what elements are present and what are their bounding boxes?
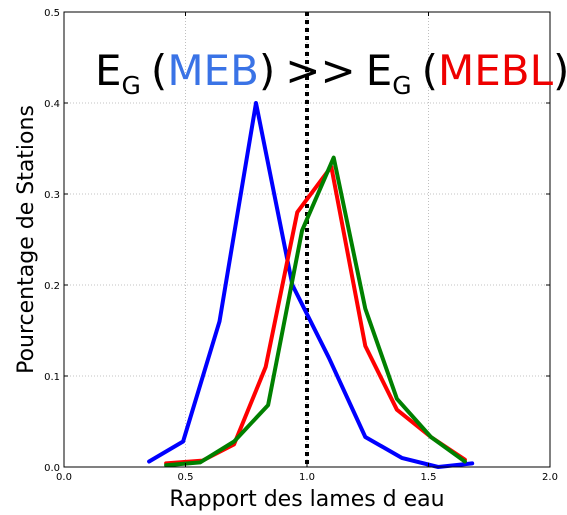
title-left-model: MEB [167,46,259,95]
title-operator: >> [285,46,355,95]
x-tick-label: 0.0 [56,472,72,483]
title-left-subscript: G [122,71,141,100]
tick-layer: 0.0 0.5 1.0 1.5 2.0 0.0 0.1 0.2 0.3 0.4 0.5 [44,8,558,483]
title-right-subscript: G [392,71,411,100]
title-right-symbol: E [366,46,393,95]
title-left-open-paren: ( [151,46,167,95]
y-tick-label: 0.2 [44,281,60,292]
chart-title: EG(MEB)>>EG(MEBL) [95,46,567,100]
title-left-symbol: E [95,46,122,95]
title-right-open-paren: ( [422,46,438,95]
x-tick-label: 1.5 [421,472,437,483]
y-tick-label: 0.3 [44,190,60,201]
y-axis-label: Pourcentage de Stations [14,105,39,374]
series-layer [147,101,475,469]
title-left-close-paren: ) [259,46,275,95]
y-tick-label: 0.1 [44,372,60,383]
y-tick-label: 0.0 [44,463,60,474]
y-tick-label: 0.5 [44,8,60,19]
title-right-close-paren: ) [553,46,567,95]
x-tick-label: 1.0 [299,472,315,483]
series-line-1 [147,101,475,469]
x-tick-label: 0.5 [178,472,194,483]
x-axis-label: Rapport des lames d eau [169,487,444,512]
y-tick-label: 0.4 [44,99,60,110]
series-line-3 [164,155,467,468]
x-tick-label: 2.0 [542,472,558,483]
title-right-model: MEBL [438,46,554,95]
